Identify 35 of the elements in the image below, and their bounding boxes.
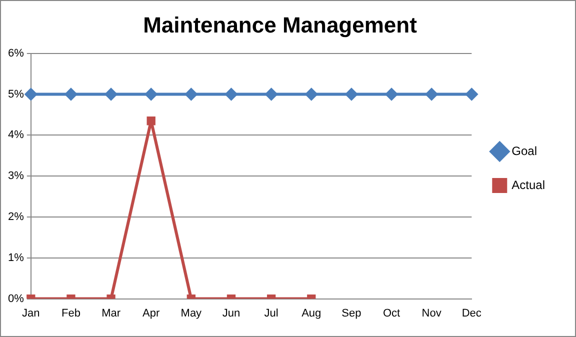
y-tick-label: 6% xyxy=(8,47,24,60)
x-tick-label: May xyxy=(180,307,202,320)
x-tick-label: Dec xyxy=(462,307,482,320)
x-tick-label: Mar xyxy=(102,307,121,320)
point xyxy=(265,88,278,100)
y-tick-label: 1% xyxy=(8,252,24,264)
y-tick-label: 4% xyxy=(8,129,24,142)
chart-title: Maintenance Management xyxy=(143,12,418,38)
x-tick-label: Jan xyxy=(22,307,40,320)
x-tick-label: Sep xyxy=(342,307,362,320)
y-tick-label: 5% xyxy=(8,88,24,100)
point xyxy=(225,88,238,100)
x-tick-label: Jun xyxy=(222,307,240,320)
y-tick-label: 0% xyxy=(8,292,24,305)
point xyxy=(24,88,37,100)
point xyxy=(466,88,478,100)
x-tick-label: Oct xyxy=(382,307,400,320)
point xyxy=(305,88,318,100)
point xyxy=(185,88,198,100)
point xyxy=(145,88,158,100)
x-tick-label: Feb xyxy=(61,307,80,320)
y-tick-label: 2% xyxy=(8,211,24,224)
point xyxy=(345,88,358,100)
x-tick-label: Apr xyxy=(142,307,160,320)
point xyxy=(426,88,438,100)
x-tick-label: Nov xyxy=(422,307,442,320)
point xyxy=(64,88,77,100)
legend-label: Goal xyxy=(512,144,538,158)
x-tick-label: Aug xyxy=(302,307,322,320)
legend-label: Actual xyxy=(512,178,546,192)
point xyxy=(105,88,118,100)
point xyxy=(146,116,156,126)
point xyxy=(386,88,398,100)
x-tick-label: Jul xyxy=(264,307,278,320)
y-tick-label: 3% xyxy=(8,170,24,182)
